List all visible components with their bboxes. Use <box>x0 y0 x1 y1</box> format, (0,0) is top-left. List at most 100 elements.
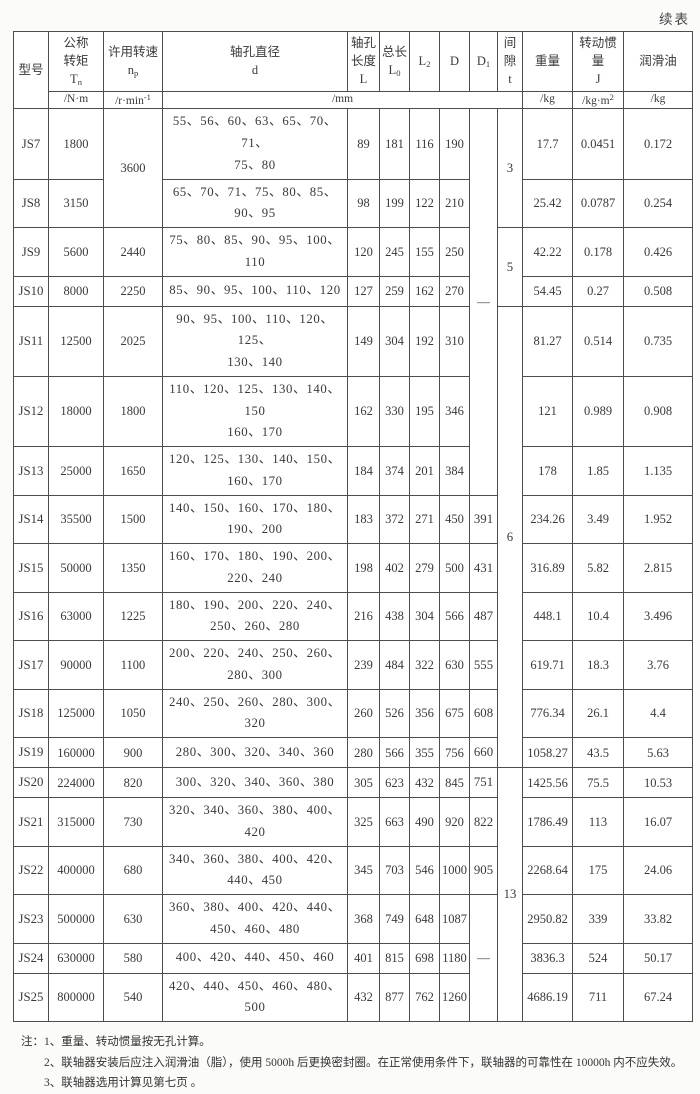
cell-D1: 555 <box>469 640 498 690</box>
header-label: 转动惯量 <box>579 36 617 69</box>
cell-model: JS7 <box>13 108 49 180</box>
cell-D1: 822 <box>469 797 498 847</box>
table-row: JS13 25000 1650 120、125、130、140、150、 160、17… <box>13 446 693 496</box>
cell-L2: 201 <box>409 446 440 496</box>
cell-L0: 815 <box>379 942 410 974</box>
table-row: JS20 224000 820 300、320、340、360、380 305 623 43… <box>13 767 693 1023</box>
symbol-text: L <box>418 54 427 69</box>
cell-torque: 50000 <box>48 543 104 593</box>
cell-L2: 762 <box>409 972 440 1023</box>
cell-D1: 905 <box>469 845 498 896</box>
cell-J: 26.1 <box>572 688 624 739</box>
cell-D: 1260 <box>439 972 470 1023</box>
cell-w: 1425.56 <box>522 767 573 799</box>
symbol-subscript: 1 <box>485 59 491 70</box>
cell-L: 239 <box>347 640 380 690</box>
cell-L2: 271 <box>409 494 440 545</box>
cell-L: 184 <box>347 446 380 496</box>
cell-L0: 304 <box>379 305 410 377</box>
cell-torque: 3150 <box>48 178 104 229</box>
cell-L0: 372 <box>379 494 410 545</box>
cell-speed: 1350 <box>103 543 163 593</box>
cell-w: 25.42 <box>522 178 573 229</box>
header-symbol: L0 <box>381 61 408 79</box>
cell-model: JS18 <box>13 688 49 739</box>
cell-J: 113 <box>572 797 624 847</box>
symbol-text: t <box>508 72 512 87</box>
header-symbol: L2 <box>411 52 438 70</box>
cell-D: 756 <box>439 737 470 769</box>
cell-d: 300、320、340、360、380 <box>162 767 348 799</box>
cell-D: 250 <box>439 227 470 277</box>
cell-d: 240、250、260、280、300、320 <box>162 688 348 739</box>
header-D: D <box>439 31 470 92</box>
header-label: 公称 转矩 <box>63 36 89 69</box>
cell-speed: 680 <box>103 845 163 896</box>
cell-oil: 10.53 <box>623 767 693 799</box>
cell-speed: 1650 <box>103 446 163 496</box>
cell-oil: 3.76 <box>623 640 693 690</box>
header-label: 型号 <box>18 63 44 78</box>
cell-oil: 4.4 <box>623 688 693 739</box>
symbol-subscript: n <box>77 77 82 88</box>
cell-speed: 2025 <box>103 305 163 377</box>
cell-model: JS19 <box>13 737 49 769</box>
cell-w: 178 <box>522 446 573 496</box>
cell-D: 675 <box>439 688 470 739</box>
cell-w: 4686.19 <box>522 972 573 1023</box>
cell-J: 339 <box>572 894 624 944</box>
cell-torque: 224000 <box>48 767 104 799</box>
cell-J: 711 <box>572 972 624 1023</box>
cell-oil: 67.24 <box>623 972 693 1023</box>
note-item: 3、联轴器选用计算见第七页 。 <box>44 1077 203 1090</box>
symbol-text: D <box>449 54 460 69</box>
cell-model: JS10 <box>13 275 49 307</box>
note-item: 1、重量、转动惯量按无孔计算。 <box>44 1036 211 1049</box>
cell-L0: 877 <box>379 972 410 1023</box>
cell-torque: 35500 <box>48 494 104 545</box>
header-L: 轴孔 长度 L <box>347 31 380 92</box>
cell-model: JS12 <box>13 375 49 448</box>
cell-D: 920 <box>439 797 470 847</box>
cell-J: 5.82 <box>572 543 624 593</box>
cell-L0: 623 <box>379 767 410 799</box>
cell-d: 110、120、125、130、140、150 160、170 <box>162 375 348 448</box>
unit-oil: /kg <box>623 90 693 110</box>
cell-w: 316.89 <box>522 543 573 593</box>
cell-w: 54.45 <box>522 275 573 307</box>
cell-L0: 749 <box>379 894 410 944</box>
cell-d: 55、56、60、63、65、70、71、 75、80 <box>162 108 348 180</box>
cell-torque: 25000 <box>48 446 104 496</box>
cell-D1: — <box>469 108 498 496</box>
cell-L0: 259 <box>379 275 410 307</box>
header-symbol: np <box>105 61 161 79</box>
cell-J: 0.0787 <box>572 178 624 229</box>
cell-L2: 490 <box>409 797 440 847</box>
notes-prefix: 注： <box>21 1036 44 1049</box>
header-symbol: Tn <box>50 70 102 88</box>
table-row: JS19 160000 900 280、300、320、340、360 280 566 35… <box>13 737 693 769</box>
unit-J: /kg·m2 <box>572 90 624 110</box>
header-symbol: J <box>574 70 622 88</box>
cell-J: 75.5 <box>572 767 624 799</box>
symbol-subscript: 0 <box>396 68 401 79</box>
cell-D1: 751 <box>469 767 498 799</box>
header-speed: 许用转速 np <box>103 31 163 92</box>
cell-L2: 698 <box>409 942 440 974</box>
cell-D: 190 <box>439 108 470 180</box>
header-model: 型号 <box>13 30 49 110</box>
table-row: JS14 35500 1500 140、150、160、170、180、 190、20… <box>13 494 693 545</box>
cell-model: JS21 <box>13 797 49 847</box>
symbol-subscript: 2 <box>426 59 431 70</box>
cell-oil: 3.496 <box>623 591 693 642</box>
cell-torque: 800000 <box>48 972 104 1023</box>
cell-L: 183 <box>347 494 380 545</box>
cell-D: 500 <box>439 543 470 593</box>
cell-L2: 322 <box>409 640 440 690</box>
cell-L0: 181 <box>379 108 410 180</box>
cell-w: 1786.49 <box>522 797 573 847</box>
cell-J: 524 <box>572 942 624 974</box>
table-row: JS21 315000 730 320、340、360、380、400、420 325 6… <box>13 797 693 847</box>
cell-d: 65、70、71、75、80、85、90、95 <box>162 178 348 229</box>
header-L0: 总长 L0 <box>379 31 410 92</box>
